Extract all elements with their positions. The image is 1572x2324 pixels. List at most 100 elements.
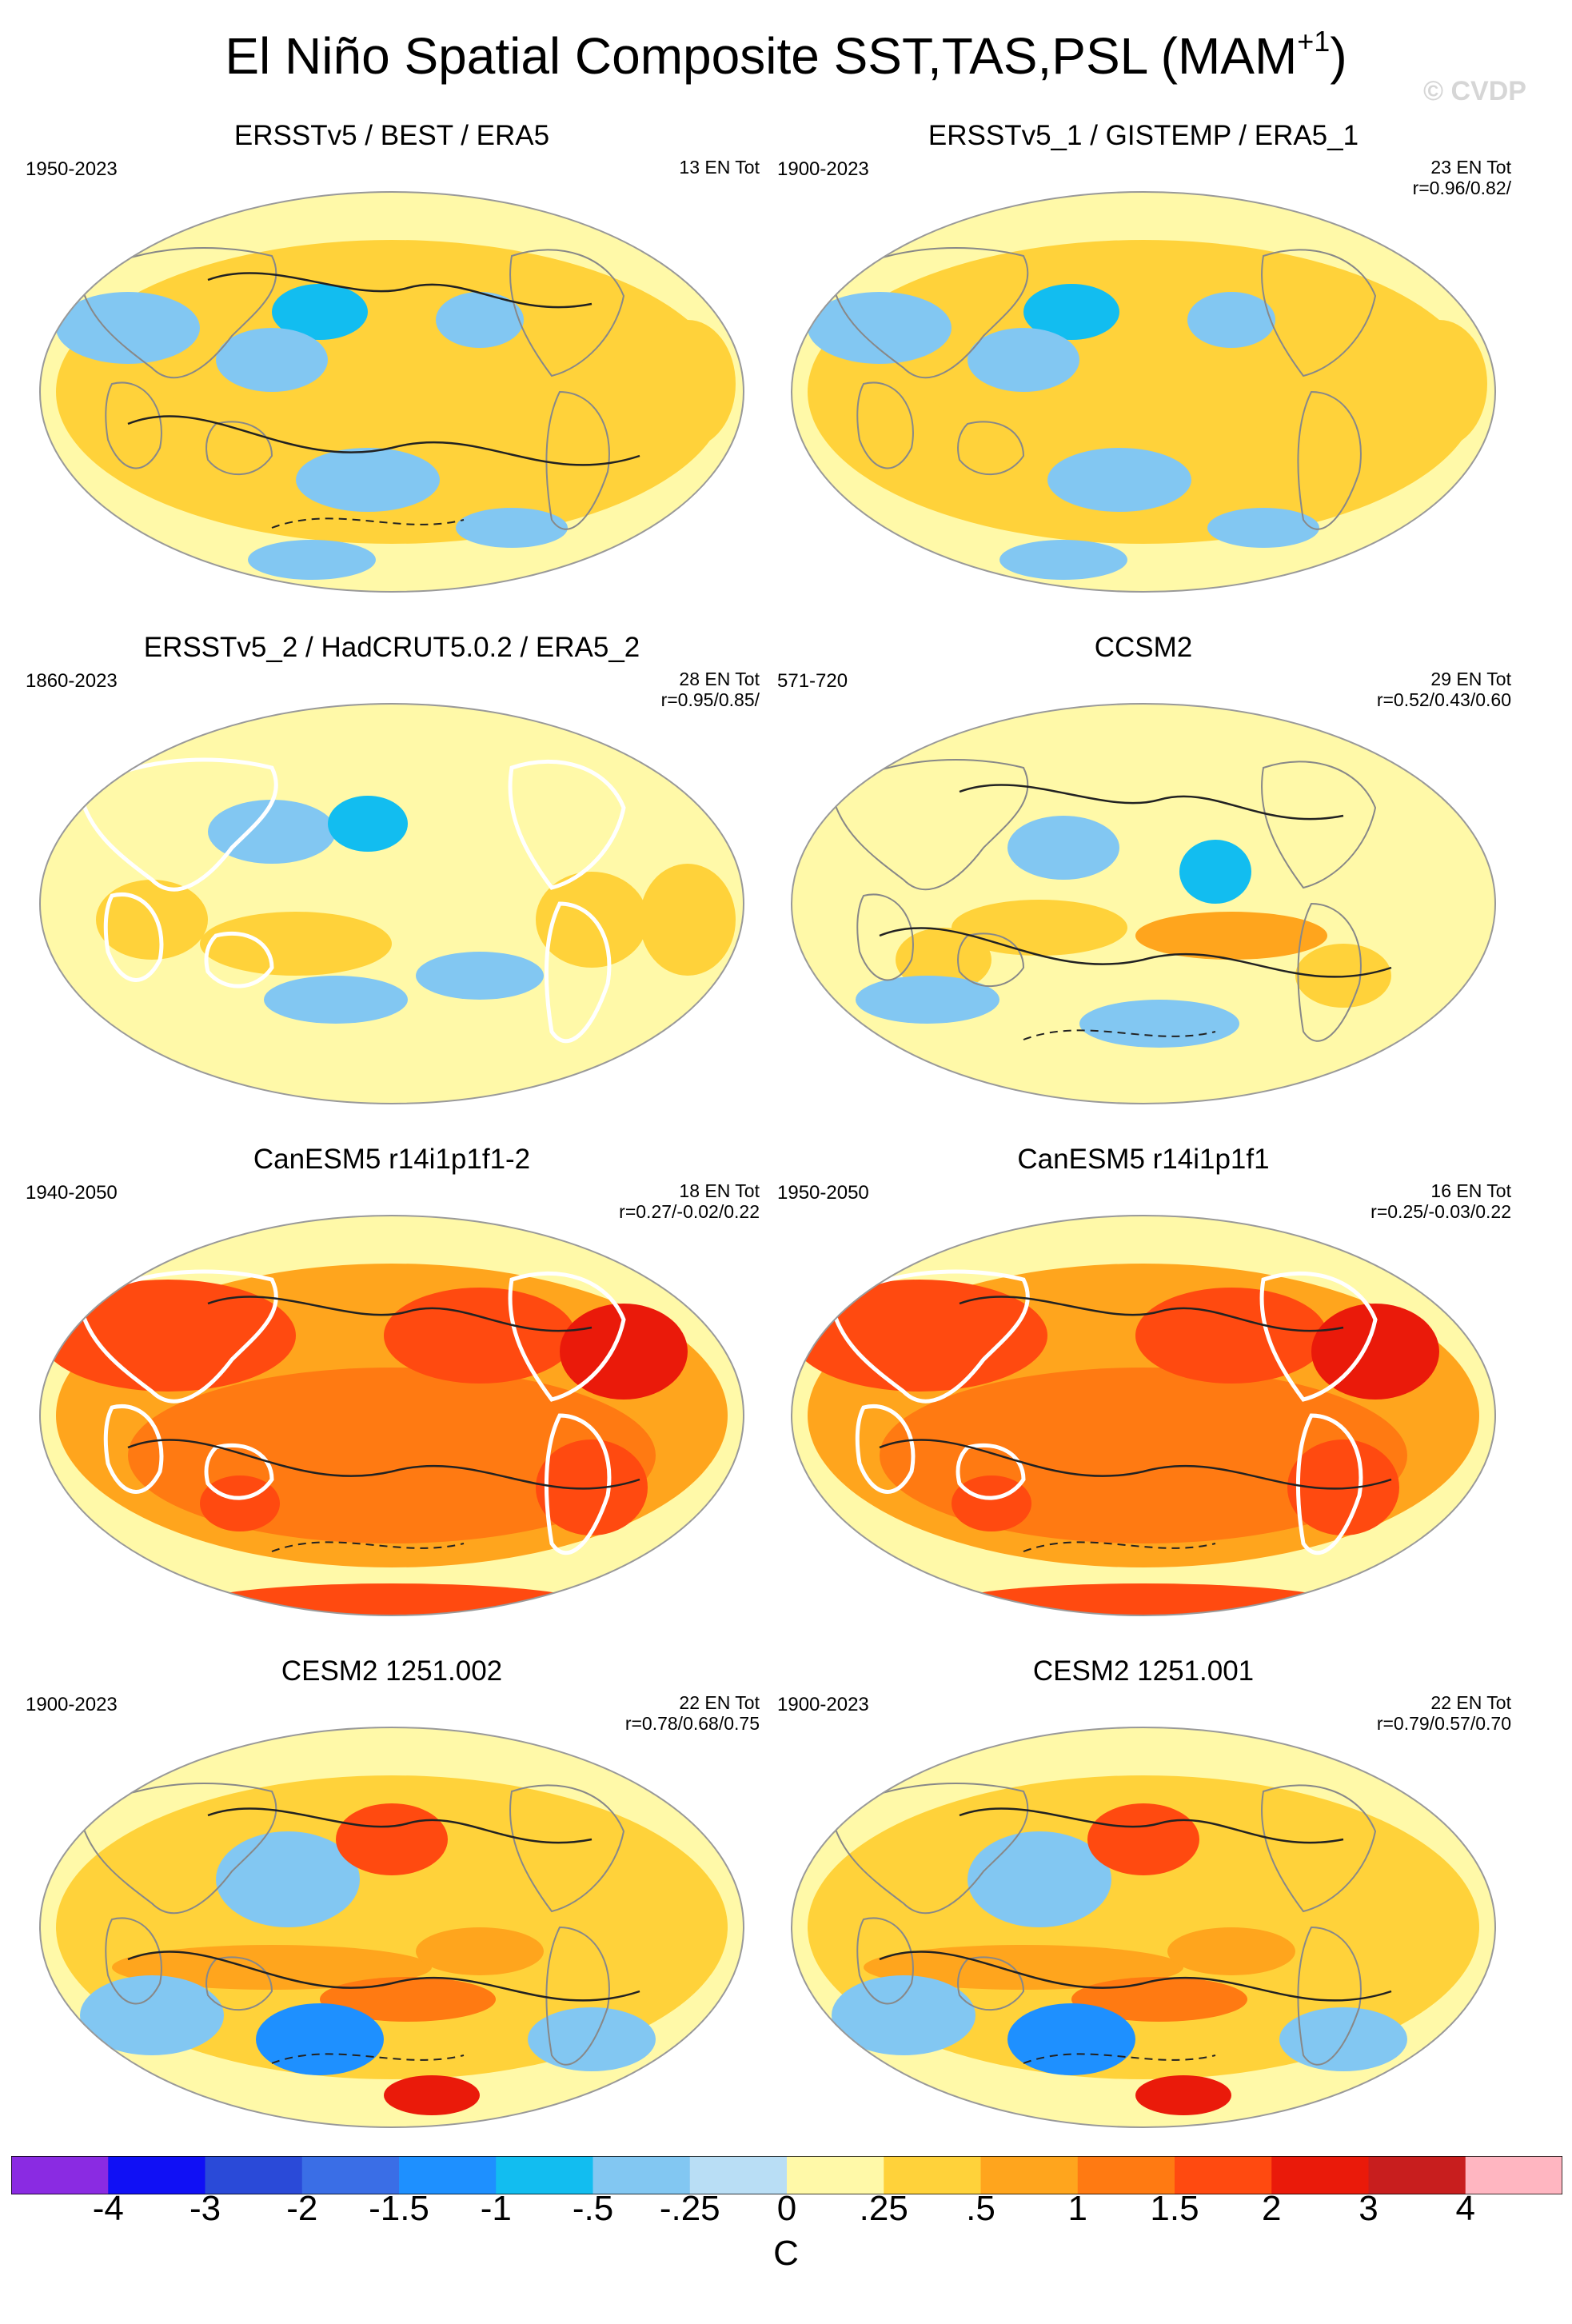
- globe-map: [791, 1215, 1496, 1616]
- pressure-contour: [959, 784, 1344, 821]
- figure-title-text: El Niño Spatial Composite SST,TAS,PSL (M…: [225, 27, 1298, 85]
- globe-map: [791, 191, 1496, 593]
- coastline: [829, 1269, 1030, 1404]
- colorbar-tick-label: -1.5: [369, 2189, 429, 2228]
- pressure-contour: [959, 1807, 1344, 1844]
- pressure-contour-negative: [271, 517, 465, 529]
- coastline: [830, 759, 1029, 891]
- globe-map: [791, 1727, 1496, 2128]
- colorbar-swatch: [1175, 2156, 1272, 2194]
- panel-title: CESM2 1251.002: [281, 1655, 503, 1687]
- panel-period: 1950-2023: [26, 158, 118, 180]
- panel-stats: 22 EN Tot r=0.79/0.57/0.70: [1377, 1692, 1511, 1734]
- pressure-contour-negative: [1023, 1541, 1216, 1552]
- event-count: 23 EN Tot: [1430, 157, 1511, 178]
- panel-title: ERSSTv5_1 / GISTEMP / ERA5_1: [928, 120, 1359, 151]
- globe-outline: [791, 1727, 1496, 2128]
- coastline: [205, 421, 273, 476]
- coastline: [204, 931, 274, 988]
- colorbar-swatch: [11, 2156, 109, 2194]
- pressure-contour-negative: [271, 2053, 465, 2064]
- coastline: [1297, 902, 1362, 1042]
- colorbar-swatch: [689, 2156, 788, 2194]
- panel-period: 1900-2023: [777, 158, 869, 180]
- panel-period: 1900-2023: [26, 1694, 118, 1715]
- colorbar-swatch: [884, 2156, 981, 2194]
- anomaly-field: [40, 192, 744, 592]
- figure-title: El Niño Spatial Composite SST,TAS,PSL (M…: [0, 24, 1572, 88]
- colorbar-swatch: [399, 2156, 497, 2194]
- event-count: 18 EN Tot: [679, 1180, 760, 1201]
- colorbar-tick-label: 2: [1262, 2189, 1282, 2228]
- colorbar-tick-label: 1: [1067, 2189, 1087, 2228]
- globe-map: [39, 1215, 744, 1616]
- panel-stats: 23 EN Tot r=0.96/0.82/: [1413, 157, 1511, 198]
- map-panel-1: ERSSTv5 / BEST / ERA5 1950-2023 13 EN Tot: [16, 120, 768, 616]
- coastline: [544, 901, 612, 1044]
- map-panel-5: CanESM5 r14i1p1f1-2 1940-2050 18 EN Tot r=0…: [16, 1144, 768, 1639]
- panel-title: CanESM5 r14i1p1f1-2: [253, 1144, 531, 1175]
- colorbar-swatch: [1077, 2156, 1175, 2194]
- colorbar-swatch: [1465, 2156, 1562, 2194]
- colorbar-tick-label: 4: [1455, 2189, 1475, 2228]
- coastline: [105, 381, 162, 469]
- coastline: [78, 247, 277, 379]
- anomaly-field: [792, 1216, 1495, 1615]
- coastline: [830, 247, 1029, 379]
- pressure-contour-negative: [1023, 2053, 1216, 2064]
- pattern-correlation: r=0.25/-0.03/0.22: [1371, 1201, 1511, 1222]
- panel-period: 1950-2050: [777, 1182, 869, 1204]
- coastline: [545, 390, 610, 530]
- panel-period: 1940-2050: [26, 1182, 118, 1204]
- pattern-correlation: r=0.78/0.68/0.75: [624, 1713, 760, 1734]
- pattern-correlation: r=0.95/0.85/: [660, 689, 760, 710]
- coastline: [545, 1926, 610, 2066]
- coastline: [544, 1413, 612, 1555]
- coastline: [204, 1443, 274, 1500]
- colorbar-swatch: [108, 2156, 205, 2194]
- pressure-contour: [207, 1296, 592, 1332]
- coastline: [830, 1783, 1029, 1915]
- coastline: [856, 893, 914, 981]
- globe-outline: [39, 1727, 744, 2128]
- coastline: [509, 249, 625, 377]
- colorbar: [11, 2156, 1562, 2194]
- event-count: 16 EN Tot: [1430, 1180, 1511, 1201]
- coastline: [856, 381, 914, 469]
- panel-period: 1900-2023: [777, 1694, 869, 1715]
- figure-title-superscript: +1: [1297, 25, 1331, 58]
- colorbar-tick-label: 3: [1359, 2189, 1378, 2228]
- pressure-contour: [959, 1296, 1344, 1332]
- coastline: [1297, 1926, 1362, 2066]
- coastline: [105, 1917, 162, 2005]
- colorbar-swatch: [592, 2156, 691, 2194]
- map-panel-4: CCSM2 571-720 29 EN Tot r=0.52/0.43/0.60: [768, 632, 1519, 1128]
- panel-title: ERSSTv5 / BEST / ERA5: [233, 120, 550, 151]
- colorbar-swatch: [205, 2156, 303, 2194]
- colorbar-tick-label: -1: [480, 2189, 512, 2228]
- event-count: 13 EN Tot: [679, 157, 760, 178]
- anomaly-field: [792, 704, 1495, 1104]
- colorbar-swatch: [301, 2156, 400, 2194]
- coastline: [957, 932, 1025, 988]
- panel-stats: 13 EN Tot: [679, 157, 760, 178]
- coastline: [1297, 390, 1362, 530]
- pressure-contour-negative: [1023, 1029, 1216, 1040]
- pressure-contour: [127, 1439, 640, 1490]
- coastline: [1295, 1413, 1363, 1555]
- panel-stats: 18 EN Tot r=0.27/-0.02/0.22: [619, 1180, 760, 1222]
- coastline: [205, 1956, 273, 2011]
- globe-outline: [39, 191, 744, 593]
- pressure-contour: [207, 1807, 592, 1844]
- coastline: [856, 1917, 914, 2005]
- colorbar-tick-label: .5: [966, 2189, 995, 2228]
- globe-outline: [39, 703, 744, 1104]
- globe-outline: [39, 1215, 744, 1616]
- pressure-contour: [879, 1951, 1392, 2002]
- coastline: [508, 759, 626, 890]
- globe-outline: [791, 191, 1496, 593]
- figure-title-close: ): [1330, 27, 1347, 85]
- coastline: [1261, 761, 1377, 889]
- coastline: [508, 1271, 626, 1402]
